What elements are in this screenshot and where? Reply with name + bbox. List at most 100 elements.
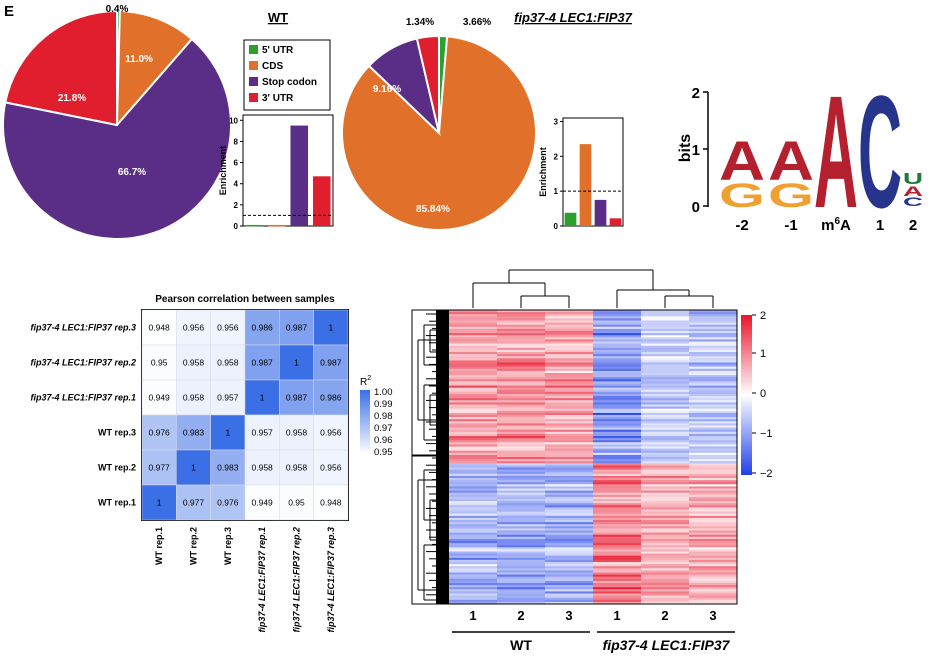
heatmap-cell [545, 419, 594, 422]
heatmap-cell [545, 356, 594, 359]
heatmap-cell [449, 522, 498, 525]
heatmap-cell [545, 341, 594, 344]
heatmap-cell [689, 396, 738, 399]
heatmap-cell [449, 583, 498, 586]
heatmap-cell [497, 362, 546, 365]
heatmap-cell [689, 312, 738, 315]
heatmap-cell [497, 585, 546, 588]
correlation-value: 0.976 [217, 498, 239, 508]
heatmap-cell [497, 583, 546, 586]
heatmap-cell [449, 310, 498, 313]
correlation-cell [210, 344, 246, 381]
heatmap-cell [641, 499, 690, 502]
heatmap-cell [641, 471, 690, 475]
heatmap-cell [545, 345, 594, 349]
heatmap-cell [497, 370, 546, 374]
heatmap-cell [689, 469, 738, 473]
heatmap-cell [689, 473, 738, 477]
heatmap-cell [449, 532, 498, 536]
heatmap-cell [641, 331, 690, 334]
heatmap-cell [545, 368, 594, 372]
correlation-value: 0.987 [286, 323, 308, 333]
logo-pos-label: 1 [876, 217, 884, 234]
heatmap-cell [689, 356, 738, 359]
heatmap-cell [449, 446, 498, 449]
heatmap-cell [593, 423, 642, 426]
heatmap-cell [593, 490, 642, 494]
heatmap-cell [593, 601, 642, 605]
y-axis-label: Enrichment [538, 147, 548, 197]
heatmap-cell [689, 566, 738, 569]
heatmap-cell [497, 576, 546, 580]
heatmap-cell [449, 597, 498, 601]
correlation-cell [141, 414, 177, 451]
heatmap-cell [593, 580, 642, 584]
heatmap-cell [449, 431, 498, 435]
heatmap-cell [449, 528, 498, 531]
heatmap-cell [545, 452, 594, 456]
heatmap-cell [641, 484, 690, 487]
heatmap-cell [689, 394, 738, 397]
row-label: WT rep.2 [98, 463, 136, 473]
heatmap-cell [449, 589, 498, 592]
heatmap-cell [497, 391, 546, 395]
heatmap-cell [497, 410, 546, 414]
heatmap-cell [593, 427, 642, 431]
heatmap-cell [497, 505, 546, 508]
heatmap-cell [449, 488, 498, 491]
heatmap-cell [497, 381, 546, 384]
heatmap-cell [545, 362, 594, 365]
heatmap-cell [689, 360, 738, 363]
heatmap-cell [689, 545, 738, 548]
heatmap-cell [497, 461, 546, 464]
heatmap-cell [689, 589, 738, 592]
heatmap-cell [449, 534, 498, 538]
heatmap-cell [593, 595, 642, 599]
heatmap-cell [545, 440, 594, 443]
heatmap-cell [545, 503, 594, 506]
correlation-value: 1 [294, 358, 299, 368]
heatmap-cell [593, 454, 642, 458]
correlation-cell [244, 309, 280, 346]
correlation-cell [313, 379, 349, 416]
heatmap-cell [689, 543, 738, 546]
heatmap-cell [689, 572, 738, 575]
sequence-logo: bits 2 1 0 A G A G A C U A C -2 -1 m6A 1… [677, 62, 924, 241]
heatmap-cell [449, 312, 498, 315]
heatmap-cell [497, 396, 546, 399]
heatmap-cell [593, 513, 642, 517]
heatmap-cell [449, 341, 498, 344]
heatmap-cell [689, 429, 738, 433]
heatmap-cell [449, 526, 498, 529]
heatmap-cell [449, 454, 498, 458]
correlation-cell [313, 449, 349, 486]
heatmap-cell [593, 377, 642, 380]
heatmap-cell [689, 524, 738, 527]
heatmap-cell [545, 415, 594, 418]
heatmap-cell [497, 580, 546, 584]
heatmap-cell [497, 526, 546, 529]
heatmap-cell [497, 310, 546, 313]
heatmap-cell [497, 442, 546, 445]
heatmap-cell [689, 352, 738, 355]
heatmap-cell [449, 513, 498, 517]
heatmap-cell [641, 578, 690, 582]
heatmap-cell [449, 421, 498, 424]
heatmap-cell [449, 326, 498, 330]
correlation-cell [210, 309, 246, 346]
heatmap-cell [689, 601, 738, 605]
heatmap-cell [689, 310, 738, 313]
heatmap-cell [545, 457, 594, 460]
heatmap-cell [497, 530, 546, 533]
heatmap-cell [545, 580, 594, 584]
heatmap-cell [593, 328, 642, 332]
correlation-value: 0.958 [183, 393, 205, 403]
correlation-cell [176, 344, 211, 381]
heatmap-cell [641, 501, 690, 504]
legend-swatch-5utr [249, 45, 258, 54]
heatmap-cell [545, 364, 594, 368]
heatmap-cell [689, 347, 738, 351]
heatmap-cell [641, 356, 690, 359]
heatmap-cell [497, 555, 546, 559]
heatmap-cell [593, 511, 642, 515]
